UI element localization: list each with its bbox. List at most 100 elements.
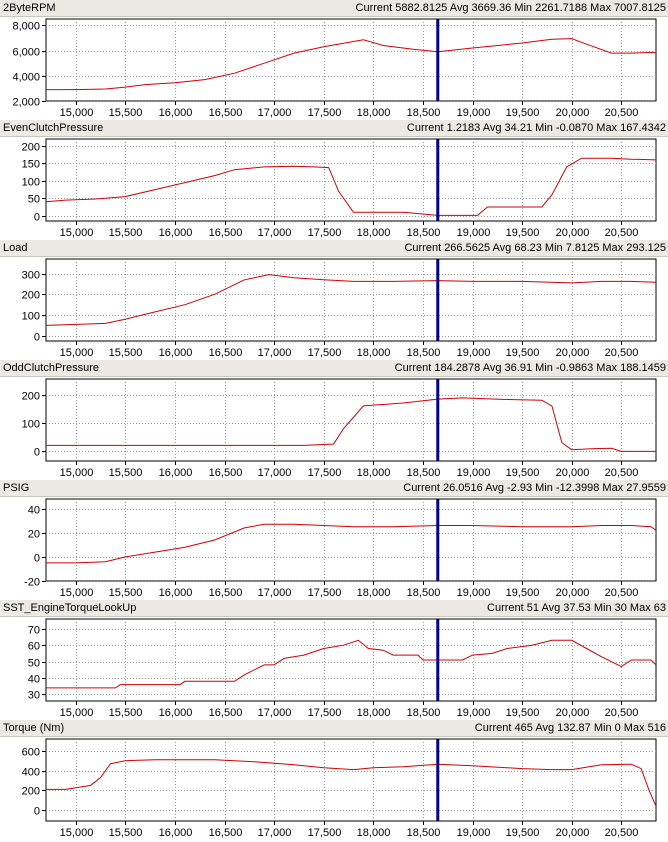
y-tick-label: 0	[34, 553, 40, 565]
y-tick-label: 4,000	[12, 72, 40, 84]
x-tick-label: 17,500	[308, 467, 342, 479]
x-tick-label: 18,000	[357, 227, 391, 239]
panel-title: 2ByteRPM	[3, 2, 56, 14]
plot-area: -20 0 20 40 15,000 15,500 16,000 16,500 17,000 17…	[24, 498, 657, 599]
x-tick-label: 16,500	[209, 227, 243, 239]
x-tick-label: 19,500	[506, 107, 540, 119]
x-tick-label: 16,500	[209, 107, 243, 119]
x-tick-label: 19,000	[457, 587, 491, 599]
x-tick-label: 15,000	[60, 227, 94, 239]
x-tick-label: 16,000	[159, 227, 193, 239]
x-tick-label: 18,000	[357, 107, 391, 119]
panel-header: Torque (Nm) Current 465 Avg 132.87 Min 0 …	[0, 720, 668, 737]
y-tick-label: 8,000	[12, 21, 40, 33]
x-tick-label: 20,500	[605, 227, 639, 239]
panel-stats: Current 1.2183 Avg 34.21 Min -0.0870 Max…	[406, 122, 666, 134]
y-tick-label: 40	[28, 505, 40, 517]
x-tick-label: 17,500	[308, 347, 342, 359]
x-tick-label: 15,000	[60, 467, 94, 479]
x-tick-label: 17,500	[308, 107, 342, 119]
x-tick-label: 17,500	[308, 227, 342, 239]
series-line	[46, 38, 657, 91]
panel-header: 2ByteRPM Current 5882.8125 Avg 3669.36 Mi…	[0, 0, 668, 17]
x-tick-label: 16,000	[159, 107, 193, 119]
series-line	[46, 397, 656, 452]
x-tick-label: 17,000	[258, 227, 292, 239]
x-tick-label: 15,500	[109, 467, 143, 479]
x-tick-label: 17,000	[258, 707, 292, 719]
x-tick-label: 19,500	[506, 227, 540, 239]
panel-header: EvenClutchPressure Current 1.2183 Avg 34.…	[0, 120, 668, 137]
series-line	[46, 523, 657, 564]
panel-stats: Current 184.2878 Avg 36.91 Min -0.9863 M…	[394, 362, 666, 374]
panel-header: Load Current 266.5625 Avg 68.23 Min 7.812…	[0, 240, 668, 257]
x-tick-label: 17,000	[258, 587, 292, 599]
series-line	[46, 759, 657, 807]
y-tick-label: 40	[28, 674, 40, 686]
x-tick-label: 20,500	[605, 827, 639, 839]
plot-area: 30 40 50 60 70 15,000 15,500 16,000 16,500 17,000…	[28, 618, 657, 719]
chart-panel[interactable]: 2ByteRPM Current 5882.8125 Avg 3669.36 Mi…	[0, 0, 668, 120]
x-tick-label: 18,500	[407, 827, 441, 839]
chart-panel[interactable]: PSIG Current 26.0516 Avg -2.93 Min -12.39…	[0, 480, 668, 600]
x-tick-label: 18,000	[357, 587, 391, 599]
y-tick-label: 200	[22, 142, 40, 154]
chart-panel[interactable]: Load Current 266.5625 Avg 68.23 Min 7.812…	[0, 240, 668, 360]
x-tick-label: 16,500	[209, 587, 243, 599]
x-tick-label: 15,000	[60, 587, 94, 599]
plot-area: 0 200 400 600 15,000 15,500 16,000 16,500 17,000…	[22, 738, 657, 839]
chart-panel[interactable]: EvenClutchPressure Current 1.2183 Avg 34.…	[0, 120, 668, 240]
y-tick-label: 200	[22, 391, 40, 403]
x-tick-label: 17,000	[258, 827, 292, 839]
x-tick-label: 16,000	[159, 347, 193, 359]
x-tick-label: 16,500	[209, 347, 243, 359]
y-tick-label: 200	[22, 290, 40, 302]
y-tick-label: -20	[24, 577, 40, 589]
x-tick-label: 20,000	[556, 827, 590, 839]
x-tick-label: 18,500	[407, 107, 441, 119]
panel-header: OddClutchPressure Current 184.2878 Avg 36…	[0, 360, 668, 377]
y-tick-label: 0	[34, 332, 40, 344]
x-tick-label: 17,000	[258, 467, 292, 479]
x-tick-label: 20,000	[556, 467, 590, 479]
x-tick-label: 16,000	[159, 587, 193, 599]
plot-frame	[45, 738, 657, 822]
x-tick-label: 17,500	[308, 587, 342, 599]
y-tick-label: 50	[28, 658, 40, 670]
x-tick-label: 17,500	[308, 707, 342, 719]
x-tick-label: 17,500	[308, 827, 342, 839]
y-tick-label: 0	[34, 212, 40, 224]
y-tick-label: 0	[34, 806, 40, 818]
x-tick-label: 15,500	[109, 707, 143, 719]
plot-area: 0 50 100 150 200 15,000 15,500 16,000 16,500 17,0…	[22, 138, 657, 239]
chart-panel[interactable]: SST_EngineTorqueLookUp Current 51 Avg 37.…	[0, 600, 668, 720]
x-tick-label: 20,500	[605, 707, 639, 719]
x-tick-label: 18,000	[357, 707, 391, 719]
x-tick-label: 19,000	[457, 107, 491, 119]
panel-header: SST_EngineTorqueLookUp Current 51 Avg 37.…	[0, 600, 668, 617]
x-tick-label: 18,500	[407, 227, 441, 239]
x-tick-label: 20,500	[605, 107, 639, 119]
x-tick-label: 19,000	[457, 707, 491, 719]
plot-area: 0 100 200 15,000 15,500 16,000 16,500 17,000 17,…	[22, 378, 657, 479]
y-tick-label: 600	[22, 747, 40, 759]
chart-panel[interactable]: OddClutchPressure Current 184.2878 Avg 36…	[0, 360, 668, 480]
y-tick-label: 100	[22, 419, 40, 431]
y-tick-label: 30	[28, 690, 40, 702]
series-line	[46, 639, 657, 689]
x-tick-label: 20,500	[605, 347, 639, 359]
plot-frame	[45, 258, 657, 342]
series-line	[45, 157, 657, 216]
plot-frame	[45, 618, 657, 702]
chart-panel[interactable]: Torque (Nm) Current 465 Avg 132.87 Min 0 …	[0, 720, 668, 840]
x-tick-label: 20,000	[556, 347, 590, 359]
x-tick-label: 20,000	[556, 227, 590, 239]
x-tick-label: 19,000	[457, 347, 491, 359]
x-tick-label: 19,500	[506, 467, 540, 479]
panel-stats: Current 51 Avg 37.53 Min 30 Max 63	[487, 602, 666, 614]
panel-title: Load	[3, 242, 28, 254]
x-tick-label: 20,000	[556, 707, 590, 719]
y-tick-label: 300	[22, 270, 40, 282]
plot-frame	[45, 498, 657, 582]
x-tick-label: 17,000	[258, 107, 292, 119]
